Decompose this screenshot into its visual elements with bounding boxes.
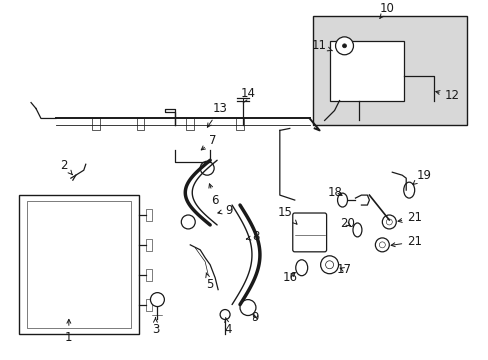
Text: 20: 20 [339,217,354,230]
Text: 12: 12 [435,89,459,102]
Text: 18: 18 [327,186,342,199]
Bar [92,118,100,130]
Ellipse shape [352,223,361,237]
Text: 1: 1 [65,319,72,344]
Text: 19: 19 [412,169,431,184]
Text: 21: 21 [397,211,421,225]
Circle shape [181,215,195,229]
Text: 15: 15 [277,206,296,224]
Text: 11: 11 [311,39,332,52]
Text: 7: 7 [201,134,217,150]
Circle shape [220,310,229,319]
Ellipse shape [403,182,414,198]
Circle shape [382,215,395,229]
Bar [236,118,244,130]
Ellipse shape [337,193,347,207]
Circle shape [342,44,346,48]
Bar [19,195,138,334]
Bar [136,118,144,130]
Text: 14: 14 [240,87,255,103]
Text: 13: 13 [207,102,227,127]
Text: 10: 10 [379,3,394,18]
Text: 16: 16 [282,271,297,284]
Circle shape [240,300,255,315]
Text: 5: 5 [205,273,213,291]
Text: 2: 2 [60,159,72,175]
Text: 4: 4 [224,318,231,336]
Ellipse shape [295,260,307,276]
Bar [146,209,152,221]
Circle shape [335,37,353,55]
Text: 3: 3 [151,318,159,336]
Bar [146,269,152,281]
Circle shape [150,293,164,307]
Text: 9: 9 [218,203,232,216]
Bar [146,239,152,251]
Circle shape [386,219,391,225]
FancyBboxPatch shape [292,213,326,252]
Circle shape [320,256,338,274]
Bar [146,298,152,311]
Bar [329,41,404,100]
Text: 6: 6 [208,184,219,207]
Circle shape [379,242,385,248]
Circle shape [200,161,214,175]
Circle shape [325,261,333,269]
Bar [186,118,194,130]
Text: 17: 17 [336,263,351,276]
Bar [312,16,466,125]
Text: 21: 21 [390,235,421,248]
Text: 8: 8 [246,230,259,243]
Text: 9: 9 [251,311,258,324]
Circle shape [375,238,388,252]
Bar [27,201,130,328]
